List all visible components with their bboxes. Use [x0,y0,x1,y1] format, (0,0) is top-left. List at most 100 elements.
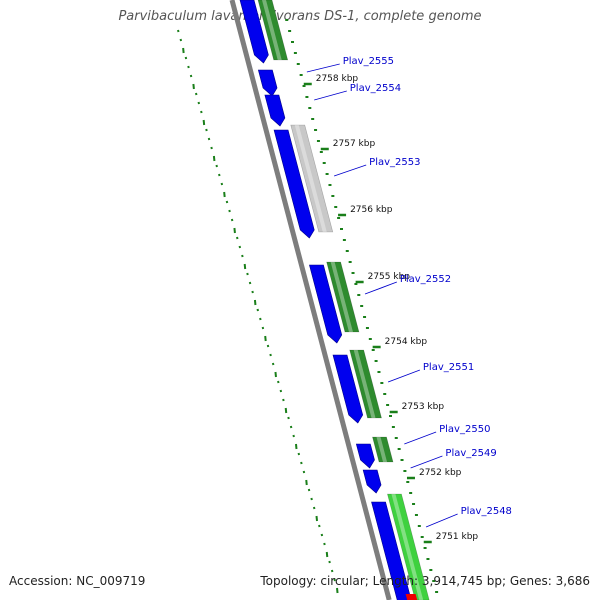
gc-skew-dash [277,380,280,384]
map-title: Parvibaculum lavamentivorans DS-1, compl… [118,9,482,24]
gc-skew-dash [282,398,285,402]
gene-band-highlight [376,437,388,462]
gc-skew-dash [207,137,211,141]
gene-band [349,349,382,419]
gc-skew-dash [302,470,306,474]
gc-skew-dash [236,236,239,240]
gene-band-highlight [294,125,327,232]
gc-skew-dash [297,452,301,456]
gene-label: Plav_2553 [369,157,420,168]
gc-skew-dash [315,515,319,522]
gene-band-highlight [262,0,282,60]
gc-skew-dash [271,362,275,366]
gene-band-highlight [353,350,376,418]
red-marker [405,594,418,600]
gene-track [257,0,430,600]
gene-band [387,493,430,600]
accession-text: Accession: NC_009719 [9,574,146,588]
gc-skew-dash [261,326,265,330]
gene-label-track: Plav_2555 Plav_2554 Plav_2553 Plav_2552 Plav… [306,56,512,528]
gc-skew-dash [205,128,208,132]
gc-skew-dash [256,308,259,312]
gc-skew-dash [238,245,242,249]
gene-label: Plav_2550 [439,424,490,435]
gc-skew-dash [225,200,229,204]
gc-skew-dash [266,344,270,348]
gc-skew-dash [210,146,213,150]
gc-skew-dash [228,209,231,213]
cds-track [239,0,412,600]
gene-leader-line [425,513,458,528]
marker-track [405,594,418,600]
gc-skew-dash [220,182,224,186]
cds-arrow [362,469,382,494]
tick-track: 2758 kbp 2757 kbp 2756 kbp 2755 kbp 2754 kbp… [285,19,479,593]
gc-skew-dash [320,533,324,537]
gc-skew-dash [325,551,329,558]
gc-skew-dash [223,191,226,198]
gc-skew-dash [330,569,334,573]
gene-leader-line [404,431,437,445]
gc-skew-dash [241,254,244,258]
gc-skew-dash [197,101,200,105]
gene-band-highlight [330,262,353,332]
gc-skew-dash [305,479,308,486]
gene-label: Plav_2548 [461,506,512,517]
gene-label: Plav_2555 [343,56,394,67]
gc-skew-dash [179,38,183,42]
gc-skew-dash [300,461,303,465]
tick-label: 2758 kbp [316,74,359,84]
gc-skew-dash [248,281,252,285]
gene-band [290,124,334,233]
gc-skew-dash [264,335,267,342]
gc-skew-dash [243,263,247,270]
gene-band [372,436,394,463]
gc-skew-dash [215,164,218,168]
gc-skew-dash [259,317,262,321]
gc-skew-dash [274,371,277,378]
gc-skew-dash [184,56,188,60]
gc-skew-dash [233,227,236,234]
gene-leader-line [306,63,340,73]
gc-skew-dash [202,119,206,126]
gene-leader-line [314,90,347,101]
gc-skew-dash [251,290,254,294]
gc-skew-dash [318,524,321,528]
backbone-track [229,0,392,600]
gc-skew-dash [292,434,295,438]
gene-label: Plav_2554 [350,83,401,94]
gc-skew-dash [177,29,180,33]
tick-label: 2751 kbp [436,532,479,542]
gc-skew-dash [289,425,293,429]
gene-label: Plav_2551 [423,362,474,373]
cds-arrow [273,129,315,239]
gc-skew-dash [269,353,272,357]
gene-leader-line [387,369,421,383]
gc-skew-dash [212,155,216,162]
gene-leader-line [410,455,443,469]
tick-label: 2752 kbp [419,468,462,478]
gc-skew-dash [294,443,298,450]
gene-band [326,261,360,333]
cds-arrow [355,443,375,469]
gc-skew-dash [307,488,311,492]
gc-skew-dash [287,416,290,420]
gc-skew-track [177,29,339,594]
gc-skew-dash [253,299,257,306]
tick-label: 2757 kbp [333,139,376,149]
tick-label: 2755 kbp [368,272,411,282]
tick-label: 2754 kbp [385,337,428,347]
gene-band-highlight [391,494,424,600]
cds-arrow [239,0,269,64]
cds-arrow [309,264,343,344]
cds-arrow [371,501,412,600]
gc-skew-dash [194,92,198,96]
gene-band [257,0,289,61]
gene-label: Plav_2552 [400,274,451,285]
gene-leader-line [364,281,397,295]
cds-arrow [332,354,364,424]
gene-leader-line [333,164,367,177]
tick-label: 2753 kbp [402,402,445,412]
gc-skew-dash [336,587,339,594]
